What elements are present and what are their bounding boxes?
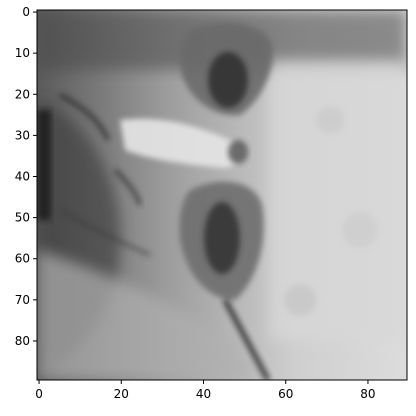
x-tick-label: 60 [278,387,293,401]
y-tick-label: 30 [15,128,30,142]
x-tick-label: 20 [114,387,129,401]
y-tick-label: 50 [15,211,30,225]
x-tick-label: 40 [196,387,211,401]
image-crease-1 [58,92,111,142]
image-crease-3 [58,208,151,257]
x-tick-label: 80 [360,387,375,401]
y-tick-label: 10 [15,46,30,60]
image-speckle [342,212,378,248]
y-tick-label: 80 [15,334,30,348]
image-lower-lip-inner [204,202,240,274]
axes-frame [36,9,408,381]
y-tick-label: 20 [15,87,30,101]
image-speckle [316,106,344,134]
image-upper-lip-inner [208,52,248,108]
heatmap-image [37,10,407,380]
x-axis-ticks: 0 20 40 60 80 [35,380,376,401]
y-tick-label: 0 [22,5,30,19]
y-tick-label: 60 [15,252,30,266]
x-tick-label: 0 [35,387,43,401]
y-tick-label: 40 [15,170,30,184]
image-chin-line [222,298,271,380]
image-crease-2 [113,168,143,206]
y-axis-ticks: 0 10 20 30 40 50 60 70 80 [15,5,37,348]
image-left-edge [37,110,51,220]
image-nose-tip [228,140,248,164]
image-nose [120,118,245,168]
image-speckle [284,284,316,316]
y-tick-label: 70 [15,293,30,307]
image-lower-skin [37,250,260,380]
